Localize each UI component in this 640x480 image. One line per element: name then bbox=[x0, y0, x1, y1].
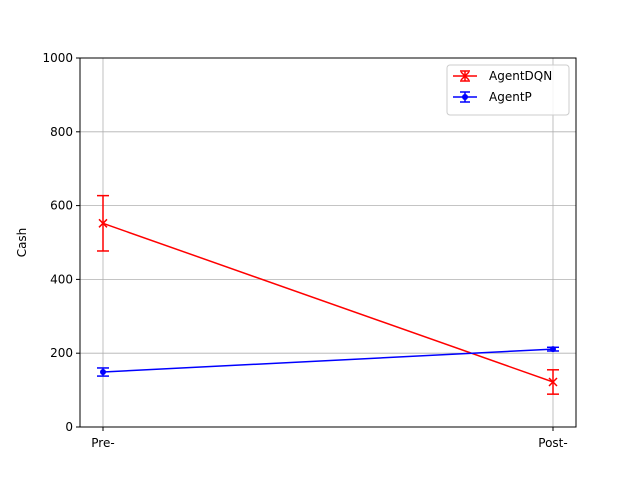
y-tick-label: 600 bbox=[50, 199, 73, 213]
plot-frame bbox=[79, 57, 577, 428]
y-tick-label: 1000 bbox=[42, 51, 73, 65]
x-marker-stroke bbox=[98, 218, 108, 228]
series-agentp bbox=[97, 346, 559, 377]
x-tick-label: Pre- bbox=[91, 436, 114, 450]
data-point bbox=[98, 218, 108, 228]
y-tick-label: 200 bbox=[50, 346, 73, 360]
legend-entry-agentdqn: AgentDQN bbox=[453, 69, 552, 83]
legend-entry-agentp: AgentP bbox=[453, 90, 532, 104]
x-marker-stroke bbox=[460, 71, 470, 81]
series-line bbox=[102, 348, 554, 373]
legend-box bbox=[446, 64, 570, 116]
legend: AgentDQN AgentP bbox=[446, 64, 570, 116]
y-axis-label: Cash bbox=[15, 228, 29, 258]
axis-ticks: 0 200 400 600 800 1000 Pre- Post- bbox=[42, 51, 567, 450]
data-point bbox=[548, 377, 558, 387]
legend-label: AgentDQN bbox=[489, 69, 552, 83]
data-point bbox=[100, 369, 106, 376]
legend-marker bbox=[462, 94, 468, 100]
series-layer bbox=[97, 194, 559, 395]
x-tick-label: Post- bbox=[538, 436, 567, 450]
y-tick-label: 0 bbox=[65, 420, 73, 434]
y-tick-label: 800 bbox=[50, 125, 73, 139]
data-point bbox=[550, 346, 556, 353]
legend-marker bbox=[460, 71, 470, 81]
series-line bbox=[102, 222, 554, 383]
series-agentdqn bbox=[97, 194, 559, 395]
x-marker-stroke bbox=[548, 377, 558, 387]
y-tick-label: 400 bbox=[50, 272, 73, 286]
legend-label: AgentP bbox=[489, 90, 532, 104]
